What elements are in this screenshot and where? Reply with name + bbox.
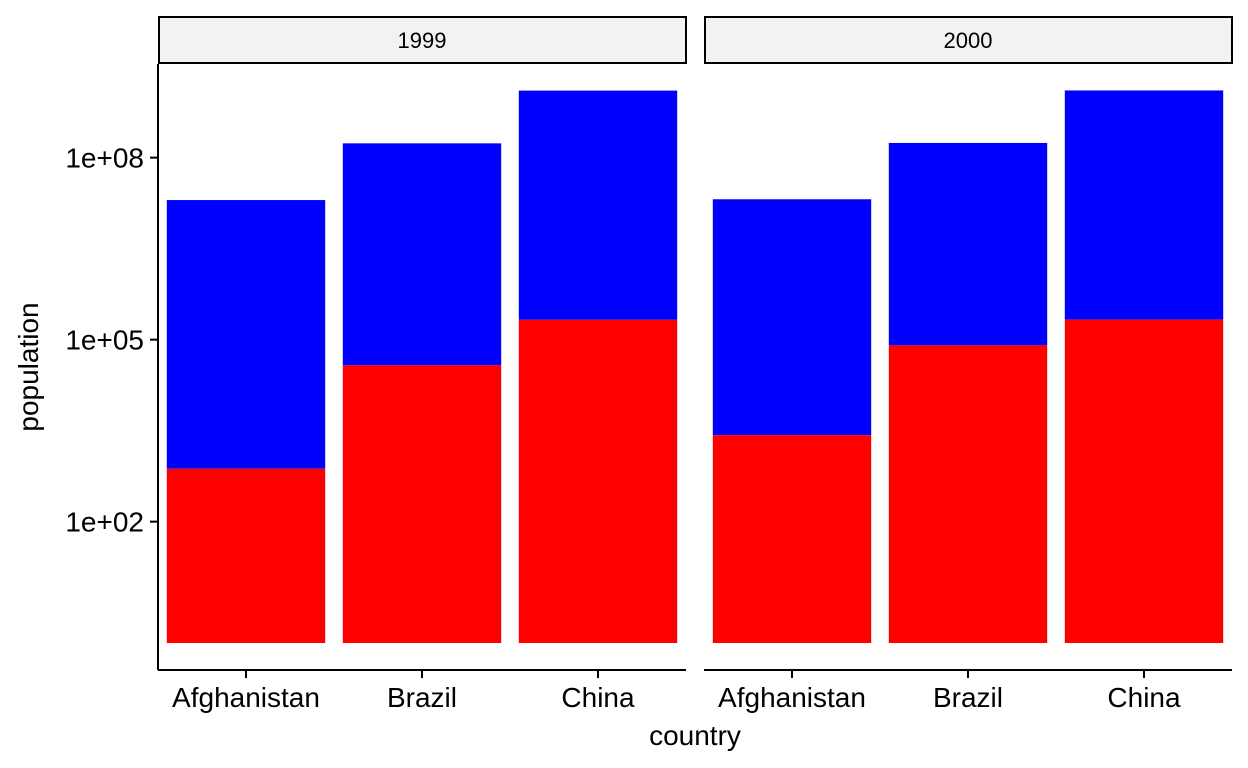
y-tick-label: 1e+08 xyxy=(65,143,144,174)
bar-cases-china xyxy=(1064,319,1224,643)
x-tick-label: China xyxy=(561,682,635,713)
bar-population-china xyxy=(518,90,678,320)
bar-cases-afghanistan xyxy=(166,468,326,643)
bar-population-china xyxy=(1064,90,1224,320)
bar-population-brazil xyxy=(888,142,1048,346)
facet-strip-label: 2000 xyxy=(944,28,993,53)
x-tick-label: China xyxy=(1107,682,1181,713)
facet-panel-2000: 2000 Afghanistan Brazil China xyxy=(704,16,1233,713)
bar-population-afghanistan xyxy=(712,199,872,436)
x-tick-label: Afghanistan xyxy=(718,682,866,713)
x-tick-label: Brazil xyxy=(387,682,457,713)
x-tick-label: Brazil xyxy=(933,682,1003,713)
facet-panel-1999: 1999 Afghanistan Brazil China xyxy=(158,16,687,713)
facet-strip xyxy=(158,16,687,64)
facet-strip-label: 1999 xyxy=(398,28,447,53)
bar-cases-brazil xyxy=(888,345,1048,643)
y-tick-label: 1e+05 xyxy=(65,325,144,356)
facet-panels: 1999 Afghanistan Brazil China 2000 Afghanista… xyxy=(158,16,1233,713)
bar-population-brazil xyxy=(342,143,502,366)
y-tick-label: 1e+02 xyxy=(65,507,144,538)
bar-cases-afghanistan xyxy=(712,435,872,643)
y-axis-ticks: 1e+02 1e+05 1e+08 xyxy=(65,143,158,538)
bar-population-afghanistan xyxy=(166,200,326,469)
x-tick-label: Afghanistan xyxy=(172,682,320,713)
facet-strip xyxy=(704,16,1233,64)
bar-cases-china xyxy=(518,319,678,643)
y-axis-title: population xyxy=(13,302,44,431)
bar-cases-brazil xyxy=(342,365,502,643)
x-axis-title: country xyxy=(649,720,741,751)
